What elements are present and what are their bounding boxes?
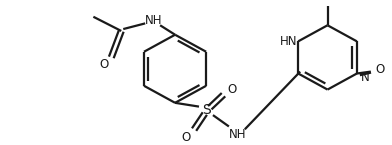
Text: NH: NH	[229, 127, 247, 141]
Text: HN: HN	[279, 35, 297, 48]
Text: O: O	[100, 58, 109, 71]
Text: O: O	[227, 83, 236, 96]
Text: N: N	[361, 71, 369, 84]
Text: O: O	[181, 131, 191, 144]
Text: O: O	[375, 63, 385, 76]
Text: S: S	[203, 103, 211, 117]
Text: NH: NH	[144, 14, 162, 27]
